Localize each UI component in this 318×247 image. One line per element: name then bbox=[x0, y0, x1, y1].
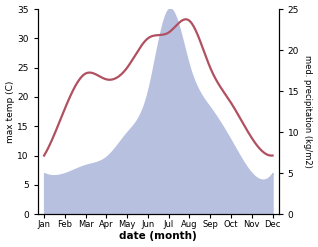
Y-axis label: med. precipitation (kg/m2): med. precipitation (kg/m2) bbox=[303, 55, 313, 168]
Y-axis label: max temp (C): max temp (C) bbox=[5, 80, 15, 143]
X-axis label: date (month): date (month) bbox=[120, 231, 197, 242]
